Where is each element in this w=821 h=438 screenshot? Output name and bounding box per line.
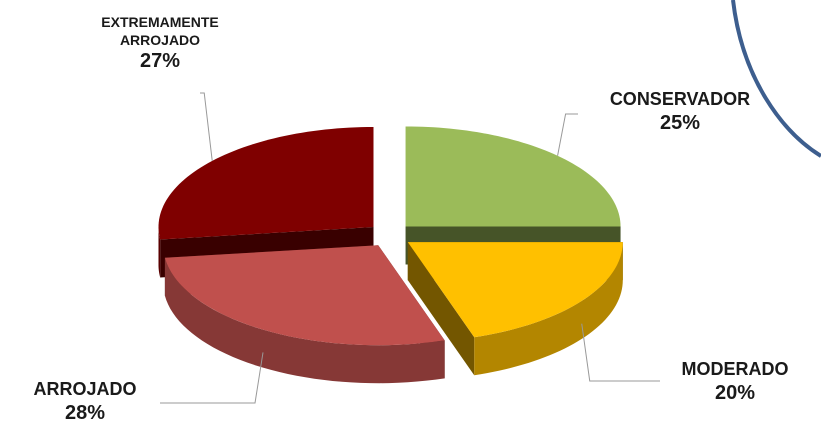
slice (405, 126, 621, 227)
leader-line (581, 323, 660, 382)
category-label: EXTREMAMENTE ARROJADO (101, 14, 219, 48)
data-label: EXTREMAMENTE ARROJADO 27% (75, 14, 245, 74)
slice-wall (474, 242, 623, 376)
slice (164, 245, 445, 384)
value-label: 20% (714, 381, 756, 404)
slice-wall (164, 257, 445, 384)
leader-line (557, 113, 578, 156)
leader-line (160, 352, 264, 404)
value-label: 27% (139, 50, 181, 72)
category-label: CONSERVADOR (609, 89, 751, 109)
slice (407, 242, 623, 376)
leader-line (200, 92, 213, 161)
category-label: MODERADO (681, 359, 789, 379)
slice-side (407, 242, 475, 376)
data-label: MODERADO 20% (655, 358, 815, 406)
value-label: 28% (64, 401, 106, 424)
slice (407, 242, 623, 338)
value-label: 25% (659, 111, 701, 134)
data-label: CONSERVADOR 25% (580, 88, 780, 136)
slice-wall (158, 226, 161, 278)
category-label: ARROJADO (33, 379, 137, 399)
slice (158, 126, 374, 240)
slice (164, 245, 445, 346)
decorative-arc (731, 0, 821, 158)
data-label: ARROJADO 28% (0, 378, 170, 426)
